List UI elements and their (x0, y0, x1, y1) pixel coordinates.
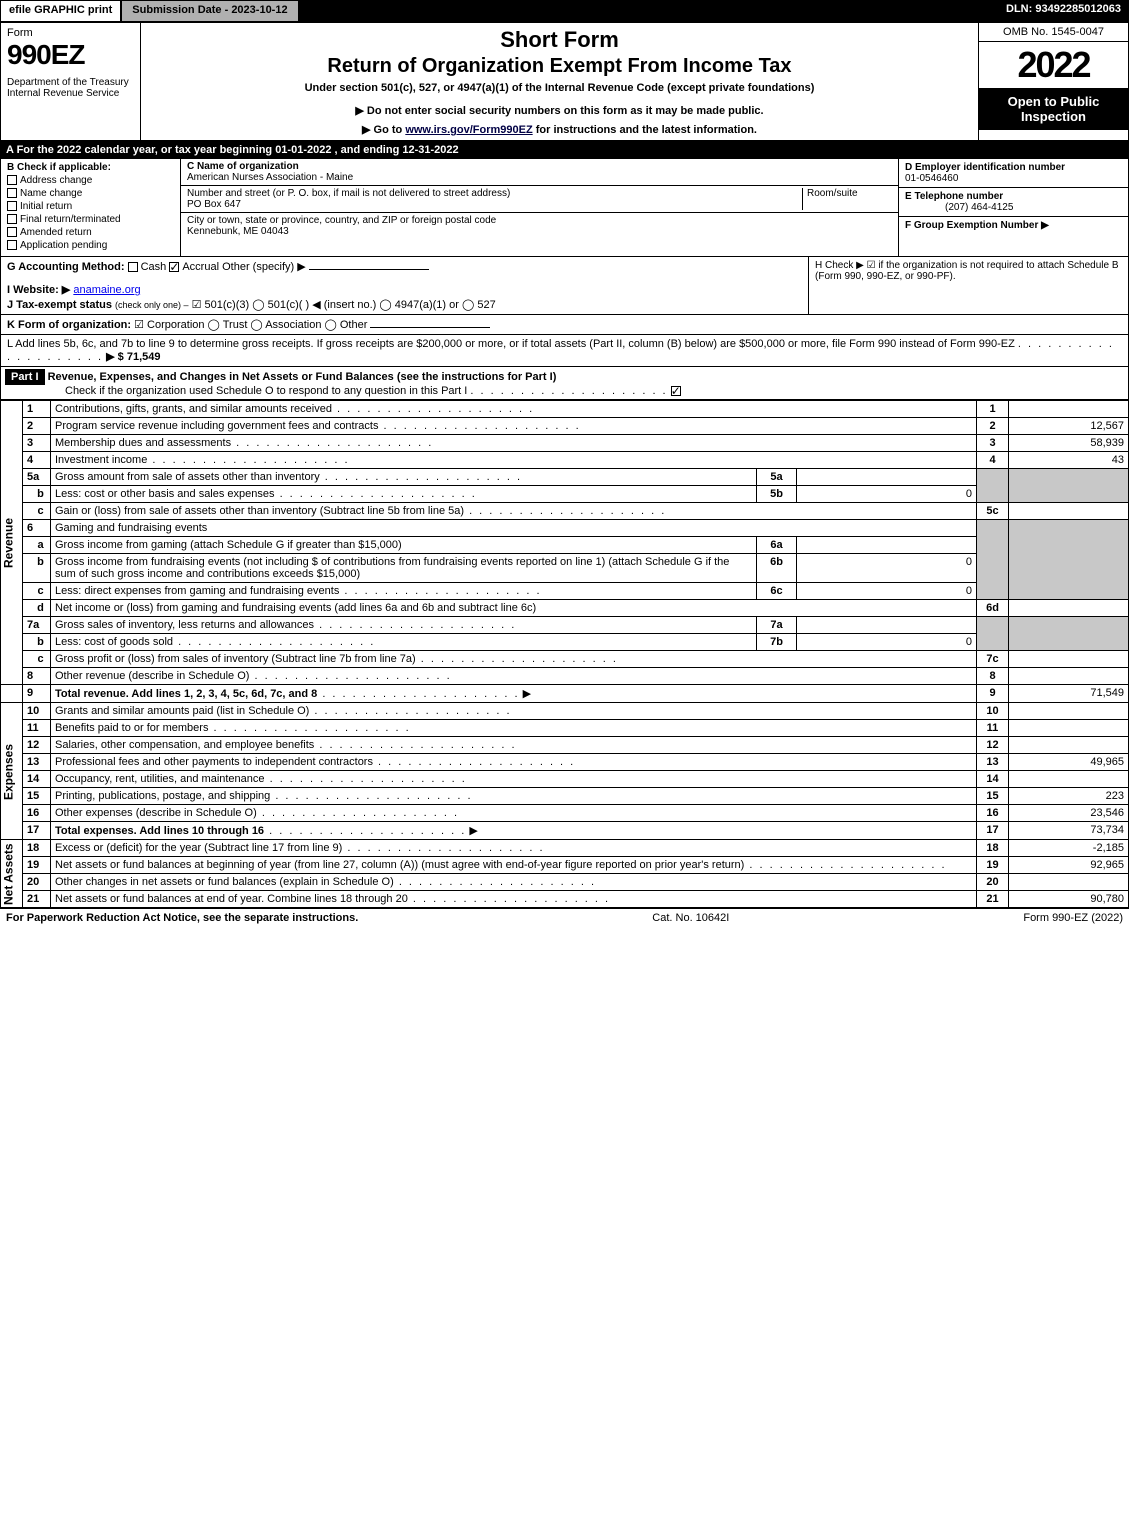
box-h: H Check ▶ ☑ if the organization is not r… (808, 257, 1128, 314)
expenses-section-label: Expenses (1, 703, 23, 840)
part-1-header: Part I Revenue, Expenses, and Changes in… (0, 367, 1129, 400)
line-16-value: 23,546 (1009, 805, 1129, 822)
chk-amended-return[interactable]: Amended return (7, 227, 174, 238)
open-to-public: Open to Public Inspection (979, 88, 1128, 130)
page-footer: For Paperwork Reduction Act Notice, see … (0, 908, 1129, 927)
part-1-check-text: Check if the organization used Schedule … (5, 385, 467, 397)
room-suite-label: Room/suite (807, 188, 858, 199)
chk-name-change[interactable]: Name change (7, 188, 174, 199)
website-link[interactable]: anamaine.org (73, 284, 140, 296)
tax-exempt-options: ☑ 501(c)(3) ◯ 501(c)( ) ◀ (insert no.) ◯… (192, 299, 496, 311)
ssn-warning: ▶ Do not enter social security numbers o… (149, 104, 970, 117)
line-2-value: 12,567 (1009, 418, 1129, 435)
net-assets-section-label: Net Assets (1, 840, 23, 908)
part-1-table: Revenue 1 Contributions, gifts, grants, … (0, 400, 1129, 908)
department-label: Department of the Treasury Internal Reve… (7, 77, 134, 99)
row-g-h: G Accounting Method: Cash Accrual Other … (0, 257, 1129, 315)
chk-accrual[interactable] (169, 262, 179, 272)
revenue-section-label: Revenue (1, 401, 23, 685)
ein-label: D Employer identification number (905, 162, 1065, 173)
line-14-value (1009, 771, 1129, 788)
line-6a-value (797, 537, 977, 554)
tax-year: 2022 (979, 42, 1128, 88)
box-c-name-label: C Name of organization (187, 161, 299, 172)
form-id-footer: Form 990-EZ (2022) (1023, 912, 1123, 924)
line-21-value: 90,780 (1009, 891, 1129, 908)
line-3-value: 58,939 (1009, 435, 1129, 452)
accounting-method-label: G Accounting Method: (7, 261, 125, 273)
chk-application-pending[interactable]: Application pending (7, 240, 174, 251)
line-5b-value: 0 (797, 486, 977, 503)
title-short-form: Short Form (149, 27, 970, 53)
part-1-label: Part I (5, 369, 45, 385)
top-bar: efile GRAPHIC print Submission Date - 20… (0, 0, 1129, 22)
line-7c-value (1009, 651, 1129, 668)
catalog-number: Cat. No. 10642I (358, 912, 1023, 924)
chk-initial-return[interactable]: Initial return (7, 201, 174, 212)
form-number: 990EZ (7, 39, 134, 71)
part-1-title: Revenue, Expenses, and Changes in Net As… (48, 371, 557, 383)
line-8-value (1009, 668, 1129, 685)
city-label: City or town, state or province, country… (187, 215, 496, 226)
form-header: Form 990EZ Department of the Treasury In… (0, 22, 1129, 141)
line-1-value (1009, 401, 1129, 418)
entity-block: B Check if applicable: Address change Na… (0, 159, 1129, 257)
box-b-label: B Check if applicable: (7, 162, 174, 173)
goto-suffix: for instructions and the latest informat… (533, 124, 757, 136)
org-address: PO Box 647 (187, 199, 241, 210)
line-18-value: -2,185 (1009, 840, 1129, 857)
ein-value: 01-0546460 (905, 173, 958, 184)
line-20-value (1009, 874, 1129, 891)
title-return: Return of Organization Exempt From Incom… (149, 55, 970, 78)
submission-date: Submission Date - 2023-10-12 (121, 0, 298, 22)
line-7a-value (797, 617, 977, 634)
website-label: I Website: ▶ (7, 284, 70, 296)
line-5c-value (1009, 503, 1129, 520)
subtitle: Under section 501(c), 527, or 4947(a)(1)… (149, 82, 970, 94)
omb-number: OMB No. 1545-0047 (979, 23, 1128, 42)
goto-prefix: ▶ Go to (362, 124, 405, 136)
dln-label: DLN: 93492285012063 (998, 0, 1129, 22)
line-9-value: 71,549 (1009, 685, 1129, 703)
tax-exempt-label: J Tax-exempt status (7, 299, 112, 311)
line-15-value: 223 (1009, 788, 1129, 805)
line-12-value (1009, 737, 1129, 754)
addr-label: Number and street (or P. O. box, if mail… (187, 188, 510, 199)
line-5a-value (797, 469, 977, 486)
line-6c-value: 0 (797, 583, 977, 600)
row-l: L Add lines 5b, 6c, and 7b to line 9 to … (0, 335, 1129, 367)
line-4-value: 43 (1009, 452, 1129, 469)
chk-final-return[interactable]: Final return/terminated (7, 214, 174, 225)
form-label: Form (7, 27, 134, 39)
line-10-value (1009, 703, 1129, 720)
group-exemption-label: F Group Exemption Number ▶ (905, 220, 1049, 231)
org-city: Kennebunk, ME 04043 (187, 226, 289, 237)
irs-link[interactable]: www.irs.gov/Form990EZ (405, 124, 532, 136)
telephone-value: (207) 464-4125 (905, 202, 1013, 213)
line-6d-value (1009, 600, 1129, 617)
efile-print-label[interactable]: efile GRAPHIC print (0, 0, 121, 22)
chk-cash[interactable] (128, 262, 138, 272)
chk-schedule-o[interactable] (671, 386, 681, 396)
line-6b-value: 0 (797, 554, 977, 583)
goto-link-line: ▶ Go to www.irs.gov/Form990EZ for instru… (149, 123, 970, 136)
line-19-value: 92,965 (1009, 857, 1129, 874)
line-11-value (1009, 720, 1129, 737)
org-name: American Nurses Association - Maine (187, 172, 353, 183)
line-13-value: 49,965 (1009, 754, 1129, 771)
line-7b-value: 0 (797, 634, 977, 651)
telephone-label: E Telephone number (905, 191, 1003, 202)
chk-address-change[interactable]: Address change (7, 175, 174, 186)
row-a-tax-year: A For the 2022 calendar year, or tax yea… (0, 141, 1129, 159)
line-17-value: 73,734 (1009, 822, 1129, 840)
paperwork-notice: For Paperwork Reduction Act Notice, see … (6, 912, 358, 924)
row-k: K Form of organization: ☑ Corporation ◯ … (0, 315, 1129, 335)
